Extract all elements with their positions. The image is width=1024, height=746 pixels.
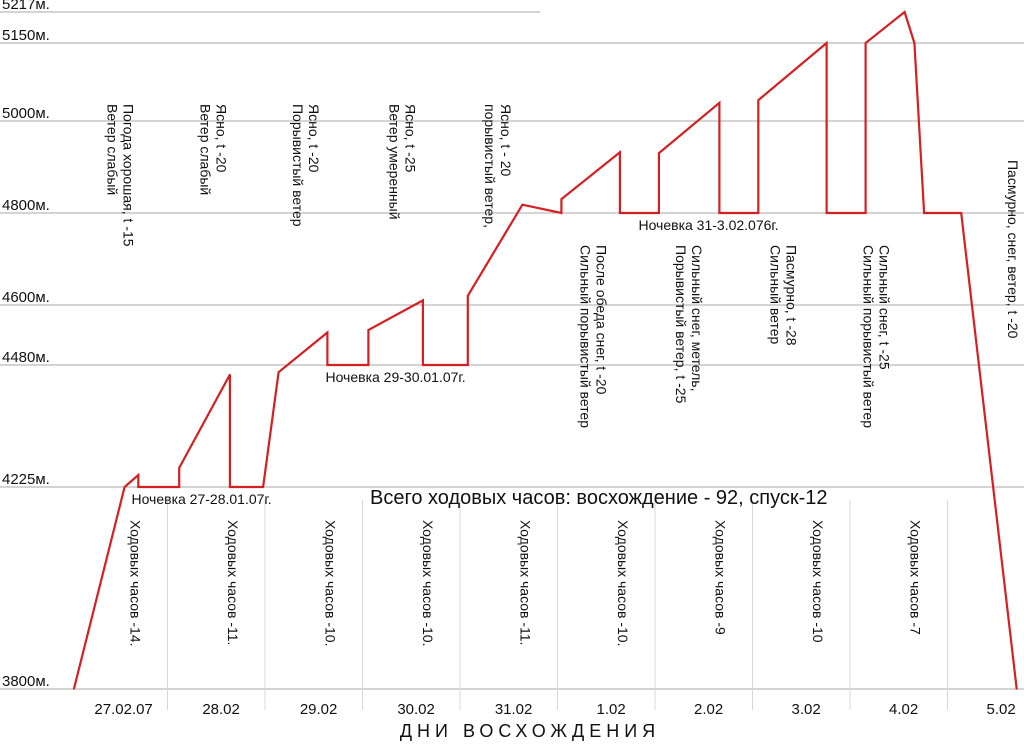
y-tick-label: 4800м. <box>2 197 50 214</box>
weather-note: Сильный порывистый ветер <box>860 245 876 428</box>
weather-note: Ветер умеренный <box>386 104 402 220</box>
altitude-point <box>658 212 660 214</box>
altitude-point <box>467 295 469 297</box>
altitude-point <box>864 42 867 44</box>
altitude-point <box>277 371 280 374</box>
weather-note: Порывистый ветер <box>290 104 306 227</box>
y-tick-label: 4600м. <box>2 289 50 306</box>
weather-note: Ветер слабый <box>105 104 121 195</box>
annotation-layer: 3800м. 4225м. 4480м. 4600м. 4800м. 5000м. 5150… <box>2 0 1021 718</box>
x-tick-label: 2.02 <box>694 701 723 718</box>
y-tick-label: 3800м. <box>2 673 50 690</box>
x-tick-label: 29.02 <box>300 701 338 718</box>
altitude-point <box>718 212 721 214</box>
weather-note: Погода хорошая, t -15 <box>121 104 137 247</box>
altitude-point <box>757 212 760 214</box>
y-tick-label: 4480м. <box>2 349 50 366</box>
altitude-point <box>326 364 329 366</box>
weather-note: Пасмурно, t -28 <box>784 245 800 346</box>
walking-hours-label: Ходовых часов -10 <box>810 520 826 643</box>
weather-note: Сильный ветер <box>768 245 784 345</box>
night-stop-label: Ночевка 27-28.01.07г. <box>131 491 271 507</box>
altitude-point <box>560 198 563 200</box>
altitude-point <box>367 329 370 331</box>
walking-hours-label: Ходовых часов -11. <box>225 520 241 645</box>
altitude-point <box>326 331 329 334</box>
altitude-point <box>913 42 916 44</box>
walking-hours-label: Ходовых часов -7 <box>907 520 923 635</box>
walking-hours-label: Ходовых часов -10. <box>615 520 631 646</box>
weather-note: Ясно, t -25 <box>402 104 418 173</box>
x-axis-title: ДНИ ВОСХОЖДЕНИЯ <box>400 721 660 741</box>
altitude-point <box>560 212 563 214</box>
altitude-point <box>367 364 370 366</box>
altitude-point <box>229 373 231 376</box>
weather-note: Ясно, t - 20 <box>498 104 514 177</box>
altitude-point <box>825 42 828 44</box>
altitude-point <box>864 212 867 214</box>
altitude-point <box>718 102 721 104</box>
altitude-point <box>123 486 126 488</box>
night-stop-label: Ночевка 29-30.01.07г. <box>325 369 465 385</box>
series-layer <box>72 10 1018 690</box>
altitude-point <box>422 299 424 302</box>
altitude-point <box>757 99 760 101</box>
altitude-point <box>422 364 424 366</box>
weather-note: Сильный снег, t -25 <box>876 245 892 370</box>
grid-layer <box>0 11 1024 710</box>
altitude-point <box>73 688 75 690</box>
night-stop-label: Ночевка 31-3.02.076г. <box>638 217 778 233</box>
altitude-point <box>178 486 180 488</box>
altitude-point <box>262 486 264 488</box>
altitude-point <box>960 212 962 214</box>
weather-note: Ветер слабый <box>197 104 213 195</box>
altitude-series-line <box>72 10 1018 690</box>
altitude-point <box>178 467 180 469</box>
y-tick-label: 5150м. <box>2 27 50 44</box>
x-tick-label: 1.02 <box>596 701 625 718</box>
altitude-point <box>137 486 140 488</box>
walking-hours-label: Ходовых часов -14. <box>127 520 143 646</box>
weather-note: Сильный порывистый ветер <box>578 245 594 428</box>
weather-note: Ясно, t -20 <box>306 104 322 173</box>
altitude-point <box>658 152 660 154</box>
altitude-point <box>903 11 906 13</box>
x-tick-label: 28.02 <box>202 701 240 718</box>
y-tick-label: 5000м. <box>2 105 50 122</box>
total-hours-label: Всего ходовых часов: восхождение - 92, с… <box>370 487 828 509</box>
walking-hours-label: Ходовых часов -9 <box>713 520 729 635</box>
altitude-point <box>619 212 621 214</box>
altitude-point <box>825 212 828 214</box>
y-tick-label: 4225м. <box>2 471 50 488</box>
altitude-point <box>137 474 140 476</box>
x-tick-label: 31.02 <box>495 701 533 718</box>
axis-layer: ДНИ ВОСХОЖДЕНИЯ Всего ходовых часов: вос… <box>370 487 828 741</box>
x-tick-label: 3.02 <box>791 701 820 718</box>
weather-note: Порывистый ветер, t -25 <box>673 245 689 404</box>
weather-note: порывистый ветер, <box>482 104 498 228</box>
weather-note: Пасмурно, снег, ветер, t -20 <box>1005 160 1021 339</box>
weather-note: Сильный снег, метель, <box>689 245 705 391</box>
walking-hours-label: Ходовых часов -11. <box>518 520 534 645</box>
weather-note: Ясно, t -20 <box>213 104 229 173</box>
x-tick-label: 5.02 <box>986 701 1015 718</box>
altitude-point <box>923 212 925 214</box>
x-tick-label: 27.02.07 <box>94 701 152 718</box>
y-tick-label: 5217м. <box>2 0 50 13</box>
walking-hours-label: Ходовых часов -10. <box>323 520 339 646</box>
walking-hours-label: Ходовых часов -10. <box>420 520 436 646</box>
altitude-point <box>467 364 469 366</box>
x-tick-label: 30.02 <box>397 701 435 718</box>
altitude-point <box>521 203 524 206</box>
weather-note: После обеда снег, t -20 <box>594 245 610 395</box>
altitude-point <box>229 486 231 488</box>
x-tick-label: 4.02 <box>889 701 918 718</box>
altitude-point <box>1015 688 1018 690</box>
altitude-point <box>619 151 621 154</box>
